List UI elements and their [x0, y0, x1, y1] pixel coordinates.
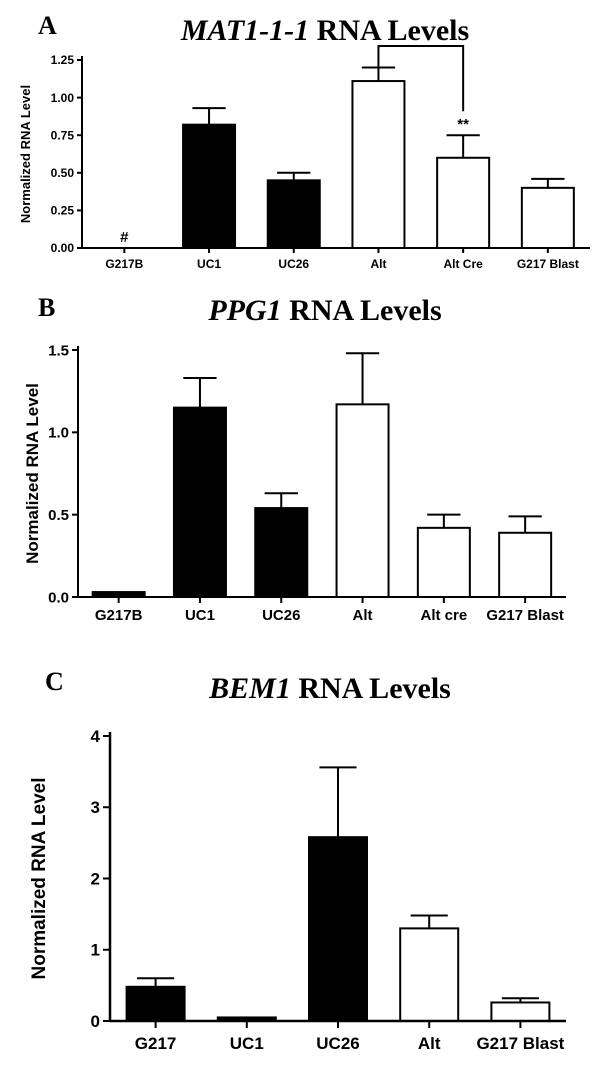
bar-g217-blast — [520, 186, 575, 249]
y-axis-label: Normalized RNA Level — [23, 383, 42, 564]
comparison-bracket — [377, 45, 465, 112]
x-tick-label: Alt cre — [421, 607, 468, 624]
bar-g217 — [125, 985, 186, 1022]
chart-panel-c: C BEM1 RNA Levels Normalized RNA Level 0 1 2 3… — [29, 667, 566, 1053]
bar-alt-cre — [416, 526, 471, 599]
bar-uc26 — [308, 836, 368, 1022]
bar-uc26 — [266, 179, 321, 250]
x-tick-label: G217 — [135, 1034, 177, 1053]
x-tick-label: UC1 — [185, 607, 215, 624]
bar-g217-blast — [490, 1001, 551, 1022]
y-tick-label: 0.0 — [48, 589, 69, 606]
y-tick-label: 0.25 — [51, 204, 75, 218]
bar-uc1 — [182, 123, 237, 249]
y-tick-label: 1.0 — [48, 425, 69, 442]
x-tick-label: Alt — [370, 257, 386, 271]
x-tick-label: UC26 — [278, 257, 309, 271]
y-tick-label: 1.5 — [48, 342, 69, 359]
x-tick-label: G217B — [95, 607, 143, 624]
y-tick-label: 1 — [91, 941, 100, 960]
bar-alt — [399, 927, 460, 1022]
panel-letter: B — [38, 293, 55, 322]
bar-uc1 — [172, 406, 227, 598]
x-tick-label: UC1 — [230, 1034, 264, 1053]
y-tick-label: 1.25 — [51, 53, 75, 67]
bar-g217-blast — [498, 531, 553, 599]
panel-letter: A — [38, 11, 57, 40]
y-tick-label: 0 — [91, 1012, 100, 1031]
significance-marker: ** — [457, 116, 469, 133]
y-tick-label: 2 — [91, 869, 100, 888]
chart-panel-a: A MAT1-1-1 RNA Levels Normalized RNA Level… — [18, 11, 590, 271]
x-tick-label: G217B — [105, 257, 143, 271]
y-tick-label: 0.5 — [48, 507, 69, 524]
y-axis-label: Normalized RNA Level — [29, 777, 50, 979]
panel-letter: C — [45, 667, 64, 696]
x-tick-label: Alt — [418, 1034, 441, 1053]
bar-alt-cre — [436, 156, 491, 249]
x-tick-label: G217 Blast — [517, 257, 579, 271]
bar-uc26 — [254, 507, 309, 598]
y-tick-label: 3 — [91, 798, 100, 817]
x-tick-label: UC26 — [262, 607, 300, 624]
chart-panel-b: B PPG1 RNA Levels Normalized RNA Level 0.0 0… — [23, 293, 566, 624]
x-tick-label: G217 Blast — [476, 1034, 564, 1053]
y-tick-label: 0.50 — [51, 166, 75, 180]
significance-marker: # — [120, 229, 129, 246]
y-tick-label: 1.00 — [51, 91, 75, 105]
y-tick-label: 0.75 — [51, 128, 75, 142]
bar-alt — [335, 403, 390, 598]
y-axis-label: Normalized RNA Level — [18, 85, 33, 223]
x-tick-label: UC1 — [197, 257, 221, 271]
x-tick-label: Alt Cre — [443, 257, 483, 271]
chart-title: PPG1 RNA Levels — [207, 294, 441, 327]
x-tick-label: Alt — [353, 607, 373, 624]
chart-title: BEM1 RNA Levels — [208, 672, 451, 705]
x-tick-label: G217 Blast — [486, 607, 564, 624]
y-tick-label: 0.00 — [51, 241, 75, 255]
y-tick-label: 4 — [91, 727, 101, 746]
chart-title: MAT1-1-1 RNA Levels — [180, 14, 469, 47]
x-tick-label: UC26 — [316, 1034, 359, 1053]
bar-alt — [351, 80, 406, 249]
